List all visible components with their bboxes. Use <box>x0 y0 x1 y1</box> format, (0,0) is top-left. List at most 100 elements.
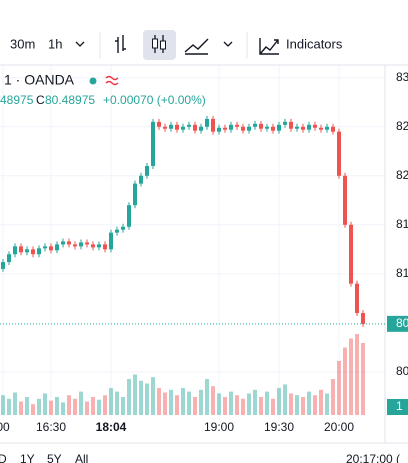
candle <box>55 244 59 251</box>
volume-bar <box>211 386 215 415</box>
candle <box>241 126 245 131</box>
candle <box>331 126 335 132</box>
candle <box>271 126 275 131</box>
interval-30m[interactable]: 30m <box>10 36 35 51</box>
candle <box>259 123 263 129</box>
volume-bar <box>205 379 209 415</box>
candles-button[interactable] <box>143 30 176 60</box>
volume-bar <box>79 391 83 415</box>
volume-bar <box>337 361 341 415</box>
volume-bar <box>247 393 251 415</box>
volume-bar <box>217 393 221 415</box>
volume-bar <box>133 374 137 415</box>
bars-icon[interactable] <box>115 35 126 53</box>
close-value: 80.48975 <box>45 93 95 107</box>
volume-bar <box>61 402 65 415</box>
candle <box>163 126 167 129</box>
volume-bar <box>181 388 185 415</box>
candle <box>187 124 191 127</box>
area-icon[interactable] <box>184 38 209 55</box>
volume-bar <box>37 398 41 415</box>
y-tick-label: 81 <box>396 266 408 280</box>
volume-bar <box>139 380 143 415</box>
candle <box>85 242 89 245</box>
candle <box>307 124 311 130</box>
candle <box>193 124 197 131</box>
volume-bar <box>187 391 191 415</box>
range-5y[interactable]: 5Y <box>47 452 62 463</box>
volume-bar <box>271 398 275 415</box>
volume-bar <box>49 400 53 415</box>
volume-bar <box>277 388 281 415</box>
candle <box>61 241 65 245</box>
volume-bar <box>241 398 245 415</box>
x-tick-label: 20:00 <box>324 420 354 434</box>
candle <box>139 175 143 184</box>
candles-icon <box>160 40 166 50</box>
volume-bar <box>19 401 23 415</box>
candle <box>223 127 227 130</box>
volume-bar <box>109 388 113 415</box>
volume-bar <box>73 398 77 415</box>
candle <box>175 124 179 130</box>
volume-bar <box>343 347 347 415</box>
candle <box>133 183 137 206</box>
last-price-tag <box>387 315 408 332</box>
interval-menu[interactable] <box>75 41 85 47</box>
indicators-button[interactable]: Indicators <box>286 36 343 51</box>
volume-bar <box>115 391 119 415</box>
y-tick-label: 82 <box>396 119 408 133</box>
volume-bar <box>67 395 71 415</box>
candle <box>199 126 203 131</box>
candle <box>7 254 11 263</box>
indicators-icon[interactable] <box>259 38 279 55</box>
volume-bar <box>163 392 167 415</box>
symbol: 1 · OANDA <box>4 72 75 88</box>
last-price-label: 80 <box>396 316 408 330</box>
candle <box>169 124 173 129</box>
candle <box>31 249 35 255</box>
volume-bar <box>301 397 305 415</box>
candle <box>181 126 185 130</box>
volume-bar <box>91 397 95 415</box>
volume-bar <box>103 395 107 415</box>
y-tick-label: 80 <box>396 364 408 378</box>
candle <box>121 226 125 230</box>
range-1y[interactable]: 1Y <box>20 452 35 463</box>
volume-bar <box>121 397 125 415</box>
candle <box>349 224 353 284</box>
candle <box>127 205 131 227</box>
candle <box>265 126 269 129</box>
volume-bar <box>313 395 317 415</box>
candle <box>337 131 341 176</box>
interval-1h[interactable]: 1h <box>48 36 62 51</box>
open-value: 48975 <box>0 93 34 107</box>
y-tick-label: 83 <box>396 70 408 84</box>
chart-type-menu[interactable] <box>223 41 233 47</box>
candle <box>283 121 287 125</box>
volume-bar <box>157 388 161 415</box>
range-all[interactable]: All <box>75 452 88 463</box>
candle <box>25 249 29 253</box>
volume-bar <box>97 399 101 415</box>
volume-bar <box>289 393 293 415</box>
candle <box>79 242 83 247</box>
candle <box>301 126 305 130</box>
volume-bar <box>265 391 269 415</box>
x-tick-label: 18:04 <box>96 420 127 434</box>
candle <box>103 244 107 250</box>
candles-icon <box>152 38 158 49</box>
y-tick-label: 81 <box>396 217 408 231</box>
candle <box>325 126 329 130</box>
range-d[interactable]: D <box>0 452 7 463</box>
volume-bar <box>331 379 335 415</box>
volume-bar <box>283 384 287 415</box>
candle <box>97 244 101 248</box>
volume-bar <box>145 383 149 415</box>
volume-bar <box>235 395 239 415</box>
volume-bar <box>361 343 365 415</box>
candle <box>319 127 323 130</box>
volume-bar <box>307 391 311 415</box>
candle <box>229 124 233 130</box>
